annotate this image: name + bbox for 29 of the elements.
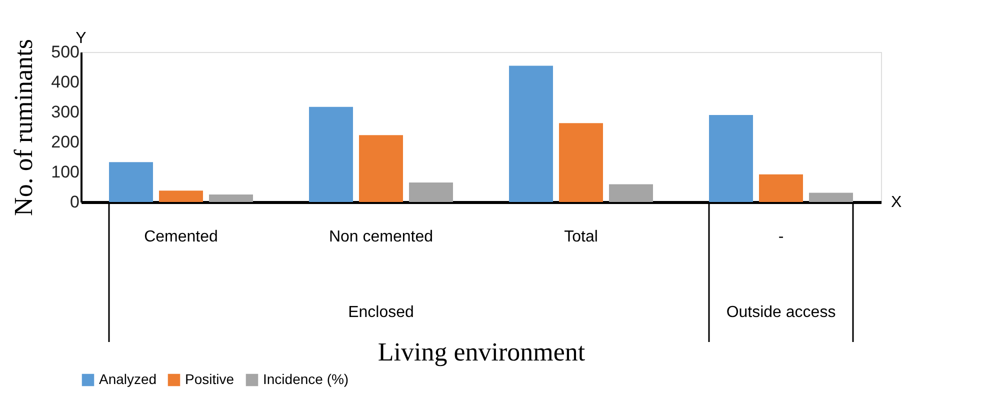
bar <box>509 66 553 202</box>
x-tick-label: - <box>778 228 784 246</box>
bar <box>759 174 803 202</box>
y-tick-label: 400 <box>51 72 80 92</box>
bar <box>359 135 403 202</box>
bar <box>309 106 353 202</box>
text: X <box>891 194 902 211</box>
y-tick-label: 300 <box>51 102 80 122</box>
legend-label: Positive <box>185 371 234 387</box>
bar <box>809 192 853 202</box>
text: Enclosed <box>348 304 414 321</box>
y-tick-label: 0 <box>70 192 80 212</box>
legend-label: Incidence (%) <box>263 371 349 387</box>
x-tick-label: Total <box>564 228 598 246</box>
bar <box>159 190 203 202</box>
bar <box>209 194 253 202</box>
text: Outside access <box>726 304 836 321</box>
x-tick-label: Non cemented <box>328 228 434 246</box>
y-tick-label: 200 <box>51 132 80 152</box>
bar <box>409 182 453 202</box>
x-tick-label: Cemented <box>144 228 218 246</box>
legend-label: Analyzed <box>99 371 157 387</box>
bar <box>709 115 753 202</box>
bar <box>559 123 603 202</box>
x-axis-title: Living environment <box>378 338 586 366</box>
bar <box>609 184 653 202</box>
bar <box>109 162 153 202</box>
y-tick-label: 100 <box>51 162 80 182</box>
y-axis-title: No. of ruminants <box>9 39 38 216</box>
